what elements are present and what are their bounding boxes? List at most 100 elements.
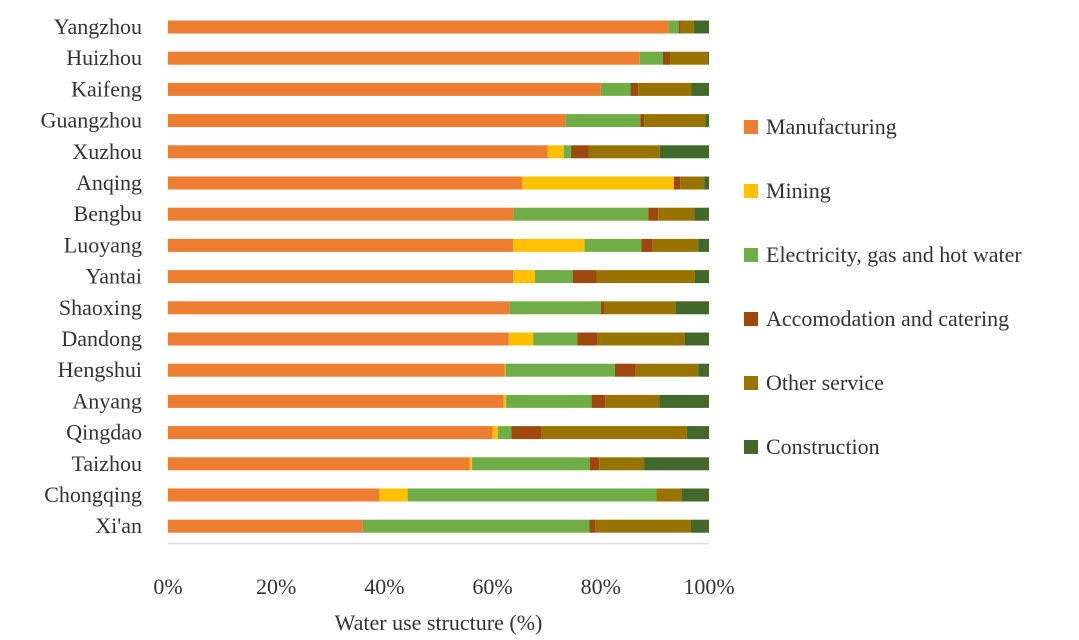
bar-segment: [362, 519, 590, 533]
bar-segment: [513, 270, 535, 284]
bar-segment: [635, 363, 699, 377]
legend-label: Accomodation and catering: [766, 306, 1009, 331]
bar-segment: [694, 270, 709, 284]
category-label: Huizhou: [66, 45, 142, 70]
legend-swatch: [744, 312, 758, 326]
bar-segment: [691, 82, 709, 96]
bar-segment: [168, 394, 504, 408]
bar-segment: [168, 51, 640, 65]
x-tick-label: 100%: [683, 574, 734, 599]
bar-segment: [168, 426, 493, 440]
category-label: Xi'an: [95, 513, 142, 538]
bar-segment: [656, 488, 682, 502]
bar-segment: [168, 332, 509, 346]
x-tick-label: 20%: [256, 574, 296, 599]
bar-segment: [690, 519, 709, 533]
bar-segment: [604, 301, 676, 315]
bar-segment: [705, 114, 709, 128]
bar-segment: [513, 207, 649, 221]
category-label: Bengbu: [74, 201, 142, 226]
x-tick-label: 80%: [581, 574, 621, 599]
bar-segment: [564, 145, 572, 159]
bar-segment: [506, 394, 592, 408]
bar-segment: [614, 363, 636, 377]
bar-segment: [680, 20, 694, 34]
bar-segment: [638, 82, 692, 96]
bar-segment: [571, 145, 589, 159]
bar-segment: [168, 145, 548, 159]
bar-segment: [698, 238, 709, 252]
legend-swatch: [744, 440, 758, 454]
bar-segment: [504, 363, 506, 377]
bar-segment: [678, 20, 681, 34]
x-tick-label: 0%: [153, 574, 182, 599]
bar-segment: [168, 270, 514, 284]
bar-segment: [694, 207, 709, 221]
bar-segment: [533, 332, 578, 346]
bar-segment: [572, 270, 597, 284]
bar-segment: [577, 332, 598, 346]
bar-segment: [168, 207, 514, 221]
bar-segment: [589, 457, 600, 471]
bar-segment: [588, 145, 660, 159]
bar-segment: [505, 363, 615, 377]
bar-segment: [168, 363, 505, 377]
bar-segment: [680, 176, 705, 190]
category-label: Anyang: [72, 388, 142, 413]
bar-segment: [704, 176, 709, 190]
legend: Manufacturing Mining Electricity, gas and …: [744, 114, 1022, 459]
legend-label: Electricity, gas and hot water: [766, 242, 1022, 267]
bar-segment: [681, 488, 709, 502]
bar-segment: [673, 176, 681, 190]
bar-segment: [547, 145, 565, 159]
bar-segment: [168, 301, 510, 315]
bar-segment: [698, 363, 709, 377]
bar-segment: [641, 238, 653, 252]
bar-segment: [498, 426, 512, 440]
bar-segment: [168, 20, 669, 34]
category-label: Yangzhou: [54, 14, 142, 39]
bar-segment: [591, 394, 606, 408]
bar-segment: [541, 426, 687, 440]
bar-segment: [503, 394, 507, 408]
category-label: Dandong: [61, 326, 142, 351]
bar-segment: [168, 488, 379, 502]
bar-segment: [596, 270, 695, 284]
bar-segment: [693, 20, 709, 34]
bar-segment: [644, 114, 706, 128]
category-label: Kaifeng: [71, 76, 142, 101]
category-label: Taizhou: [71, 451, 142, 476]
bar-segment: [469, 457, 473, 471]
category-label: Qingdao: [66, 420, 142, 445]
category-label: Luoyang: [64, 232, 142, 257]
bar-segment: [668, 20, 679, 34]
bar-segment: [630, 82, 639, 96]
bar-segment: [605, 394, 660, 408]
bar-segment: [509, 301, 601, 315]
bar-segment: [639, 51, 664, 65]
category-labels: Yangzhou Huizhou Kaifeng Guangzhou Xuzhou Anq…: [41, 14, 142, 538]
bar-segment: [168, 82, 601, 96]
legend-swatch: [744, 120, 758, 134]
bar-segment: [168, 457, 470, 471]
legend-label: Mining: [766, 178, 831, 203]
category-label: Chongqing: [44, 482, 142, 507]
bar-segment: [659, 394, 709, 408]
legend-swatch: [744, 376, 758, 390]
bar-segment: [686, 426, 709, 440]
bar-segment: [589, 519, 596, 533]
bar-segment: [534, 270, 573, 284]
bar-segment: [658, 207, 695, 221]
bar-segment: [600, 82, 631, 96]
bar-segment: [595, 519, 691, 533]
bar-segment: [168, 114, 566, 128]
category-label: Yantai: [86, 264, 142, 289]
bars-group: [168, 20, 709, 533]
x-axis-title: Water use structure (%): [335, 610, 543, 635]
legend-label: Other service: [766, 370, 884, 395]
bar-segment: [684, 332, 709, 346]
bar-segment: [522, 176, 674, 190]
bar-segment: [584, 238, 642, 252]
bar-segment: [565, 114, 641, 128]
